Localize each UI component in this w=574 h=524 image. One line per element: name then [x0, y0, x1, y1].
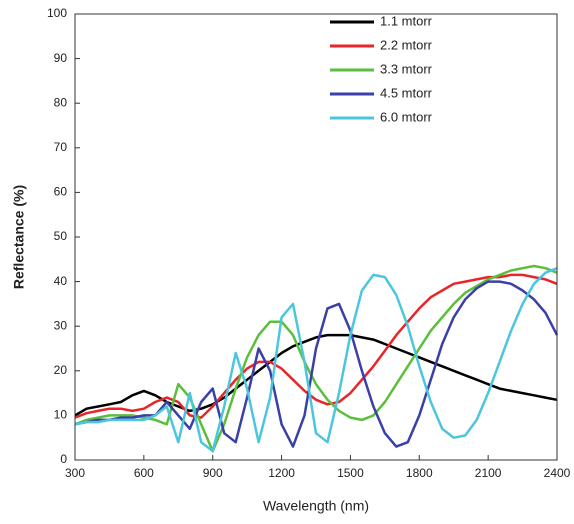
- x-tick-label: 1500: [337, 466, 364, 480]
- y-tick-label: 60: [54, 185, 68, 199]
- y-tick-label: 10: [54, 408, 68, 422]
- series-line: [74, 267, 558, 453]
- y-tick-label: 0: [60, 452, 67, 466]
- y-tick-label: 30: [54, 318, 68, 332]
- y-tick-label: 80: [54, 95, 68, 109]
- legend-label: 6.0 mtorr: [380, 109, 433, 124]
- x-tick-label: 2400: [544, 466, 571, 480]
- series-line: [74, 273, 558, 419]
- x-tick-label: 900: [203, 466, 223, 480]
- series-line: [74, 333, 558, 417]
- series-line: [74, 280, 559, 448]
- legend-label: 1.1 mtorr: [380, 13, 433, 28]
- y-tick-label: 100: [47, 6, 67, 20]
- x-tick-label: 2100: [475, 466, 502, 480]
- y-tick-label: 70: [54, 140, 68, 154]
- legend-label: 4.5 mtorr: [380, 85, 433, 100]
- y-tick-label: 40: [54, 274, 68, 288]
- y-tick-label: 90: [54, 51, 68, 65]
- y-axis-label: Reflectance (%): [11, 185, 27, 289]
- x-tick-label: 300: [65, 466, 85, 480]
- y-tick-label: 20: [54, 363, 68, 377]
- x-tick-label: 600: [134, 466, 154, 480]
- x-tick-label: 1800: [406, 466, 433, 480]
- plot-frame: [74, 13, 558, 461]
- legend-label: 2.2 mtorr: [380, 37, 433, 52]
- x-axis-label: Wavelength (nm): [263, 498, 369, 514]
- legend-label: 3.3 mtorr: [380, 61, 433, 76]
- x-tick-label: 1200: [268, 466, 295, 480]
- series-line: [74, 264, 558, 453]
- y-tick-label: 50: [54, 229, 68, 243]
